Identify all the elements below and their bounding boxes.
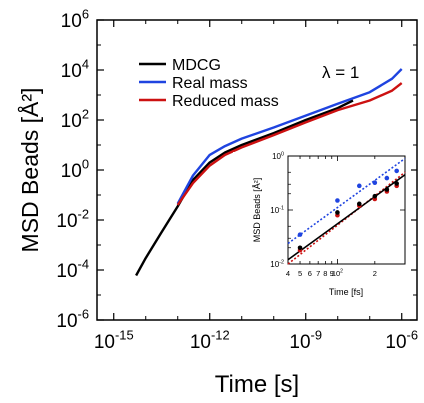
legend-label-mdcg: MDCG [172, 57, 221, 74]
inset-point-mdcg [394, 181, 399, 186]
inset-point-real-mass [297, 232, 303, 237]
inset-background [233, 152, 411, 292]
legend-label-real-mass: Real mass [172, 75, 248, 92]
inset-fit-line-real-mass [287, 157, 406, 245]
inset-x-tick-label: 102 [332, 269, 343, 278]
inset-point-mdcg [372, 193, 378, 199]
inset-fit-line-reduced-mass [287, 171, 406, 265]
inset-series [287, 157, 406, 265]
inset-point-real-mass [394, 168, 399, 174]
series-line-mdcg [135, 99, 354, 277]
y-tick-label: 10-2 [56, 206, 89, 232]
x-tick-label: 10-9 [289, 327, 322, 353]
inset-x-axis-title: Time [fs] [329, 287, 363, 297]
y-tick-label: 102 [61, 106, 89, 132]
inset-x-tick-label: 7 [316, 269, 320, 278]
inset-x-tick-label: 9 [330, 269, 334, 278]
inset-y-tick-label: 10-2 [270, 259, 284, 269]
x-axis-title: Time [s] [215, 371, 299, 398]
y-tick-label: 10-6 [56, 306, 89, 332]
x-tick-label: 10-12 [190, 327, 230, 353]
x-tick-label: 10-15 [94, 327, 134, 353]
inset-point-mdcg [384, 187, 390, 192]
inset-x-tick-label: 4 [286, 269, 290, 278]
inset-x-tick-label: 2 [373, 269, 377, 278]
inset-x-tick-label: 8 [323, 269, 327, 278]
lambda-annotation: λ = 1 [322, 63, 359, 82]
y-tick-label: 100 [61, 156, 89, 182]
inset-point-real-mass [384, 175, 390, 181]
inset-y-axis-title: MSD Beads [Å²] [252, 178, 262, 243]
y-tick-label: 10-4 [56, 256, 89, 282]
legend-label-reduced-mass: Reduced mass [172, 93, 279, 110]
x-tick-label: 10-6 [385, 327, 418, 353]
inset-point-mdcg [297, 245, 303, 251]
inset-point-real-mass [335, 198, 340, 203]
inset-point-mdcg [356, 201, 362, 207]
y-tick-label: 106 [61, 6, 89, 32]
inset-point-real-mass [356, 183, 362, 189]
series-line-real-mass [176, 68, 403, 205]
inset-y-tick-label: 10-1 [270, 205, 284, 215]
main-series [135, 68, 403, 277]
inset-x-tick-label: 6 [308, 269, 312, 278]
inset-x-tick-label: 5 [298, 269, 302, 278]
y-tick-label: 104 [61, 56, 89, 82]
inset-point-mdcg [335, 210, 340, 215]
y-axis-title: MSD Beads [Å²] [16, 88, 43, 253]
legend: MDCG Real mass Reduced mass [139, 57, 279, 110]
inset-point-real-mass [372, 180, 378, 186]
inset-y-tick-label: 100 [272, 151, 284, 161]
series-line-reduced-mass [176, 82, 403, 206]
main-ticks: 10-15 10-12 10-9 10-610-610-410-21001021041… [56, 6, 418, 353]
